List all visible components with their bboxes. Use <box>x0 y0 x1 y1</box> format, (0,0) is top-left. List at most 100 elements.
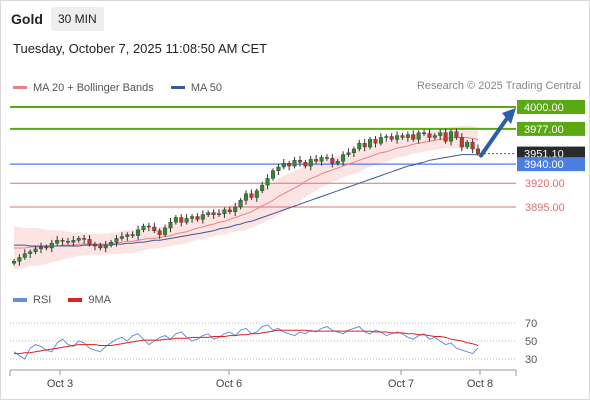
candle-body <box>92 243 97 247</box>
candle-body <box>146 225 151 228</box>
ma50-swatch <box>170 86 185 89</box>
legend-rsi: RSI <box>13 294 51 306</box>
candle-body <box>98 245 103 249</box>
candle-body <box>324 157 329 159</box>
candle-body <box>314 159 319 162</box>
level-tag-pivot <box>517 157 585 172</box>
candle-body <box>49 242 54 249</box>
rsi-tick-label: 70 <box>525 318 537 330</box>
candle-body <box>11 261 16 264</box>
candle-body <box>44 246 49 249</box>
candle-body <box>308 159 313 167</box>
candle-body <box>373 139 378 144</box>
legend-ma50: MA 50 <box>170 81 223 94</box>
ma50-line <box>14 154 478 247</box>
candle-body <box>60 240 65 242</box>
price-panel: 4000.003977.003951.103940.003920.003895.… <box>10 100 585 269</box>
level-label-support: 3920.00 <box>525 178 565 190</box>
candle-body <box>114 238 119 243</box>
projection-arrow-head <box>502 108 516 124</box>
candle-body <box>211 212 216 215</box>
legend-9ma-label: 9MA <box>88 294 112 306</box>
candle-body <box>405 134 410 138</box>
candle-body <box>163 227 168 235</box>
candle-body <box>303 162 308 167</box>
x-tick-label: Oct 7 <box>388 378 414 390</box>
candle-body <box>222 209 227 214</box>
candle-body <box>454 131 459 138</box>
candle-body <box>179 217 184 223</box>
level-label-support: 3895.00 <box>525 202 565 214</box>
candle-body <box>459 137 464 148</box>
rsi-ma9-line <box>14 329 479 355</box>
candle-body <box>168 222 173 229</box>
rsi-panel: 70 50 30 <box>10 318 537 366</box>
candle-body <box>55 240 60 244</box>
candle-body <box>173 217 178 223</box>
legend-9ma: 9MA <box>68 294 111 306</box>
candle-body <box>125 234 130 237</box>
candle-body <box>422 132 427 134</box>
candle-body <box>395 135 400 140</box>
candle-body <box>276 166 281 172</box>
candle-body <box>249 193 254 198</box>
candle-body <box>281 162 286 168</box>
candle-body <box>427 133 432 138</box>
candle-body <box>438 132 443 136</box>
candle-body <box>109 242 114 246</box>
ma20-swatch <box>13 86 27 89</box>
level-label-pivot: 3940.00 <box>524 159 564 171</box>
candle-body <box>238 200 243 208</box>
candle-body <box>206 212 211 215</box>
candle-body <box>17 257 22 262</box>
x-axis: Oct 3 Oct 6 Oct 7 Oct 8 <box>9 369 517 390</box>
candle-body <box>470 142 475 150</box>
bollinger-band <box>14 126 478 269</box>
candle-body <box>141 225 146 231</box>
candle-body <box>476 148 481 154</box>
price-legend: MA 20 + Bollinger Bands MA 50 <box>13 80 236 94</box>
level-tag-resistance <box>517 100 585 114</box>
candle-body <box>82 238 87 240</box>
candle-body <box>184 218 189 223</box>
rsi-tick-label: 30 <box>525 354 537 366</box>
candle-body <box>319 157 324 162</box>
candle-body <box>260 184 265 192</box>
legend-ma20: MA 20 + Bollinger Bands <box>13 82 154 94</box>
candle-body <box>136 229 141 236</box>
candle-body <box>432 135 437 138</box>
x-tick-label: Oct 3 <box>47 378 73 390</box>
candle-body <box>265 178 270 186</box>
candle-body <box>362 142 367 148</box>
candle-body <box>22 253 27 258</box>
candle-body <box>33 248 38 252</box>
candle-body <box>270 170 275 179</box>
timeframe-selector[interactable]: 30 MIN <box>51 7 104 31</box>
level-label-resistance: 4000.00 <box>524 102 564 114</box>
x-tick-label: Oct 8 <box>467 378 493 390</box>
ma9-swatch <box>68 298 83 302</box>
candle-body <box>227 209 232 212</box>
legend-ma20-label: MA 20 + Bollinger Bands <box>33 81 154 94</box>
candle-body <box>233 206 238 212</box>
candle-body <box>87 239 92 245</box>
candle-body <box>103 244 108 249</box>
candle-body <box>351 148 356 153</box>
level-label-resistance: 3977.00 <box>524 124 564 136</box>
candle-body <box>330 158 335 164</box>
candle-body <box>411 134 416 140</box>
candle-body <box>28 251 33 254</box>
candle-body <box>357 142 362 150</box>
rsi-swatch <box>13 298 27 302</box>
candle-body <box>195 216 200 220</box>
x-tick-label: Oct 6 <box>216 378 242 390</box>
candle-body <box>38 246 43 250</box>
candle-body <box>217 213 222 215</box>
candle-body <box>368 139 373 148</box>
candle-body <box>341 154 346 162</box>
candle-body <box>287 162 292 167</box>
candle-body <box>76 238 81 241</box>
legend-ma50-label: MA 50 <box>190 81 223 94</box>
candle-body <box>243 193 248 201</box>
